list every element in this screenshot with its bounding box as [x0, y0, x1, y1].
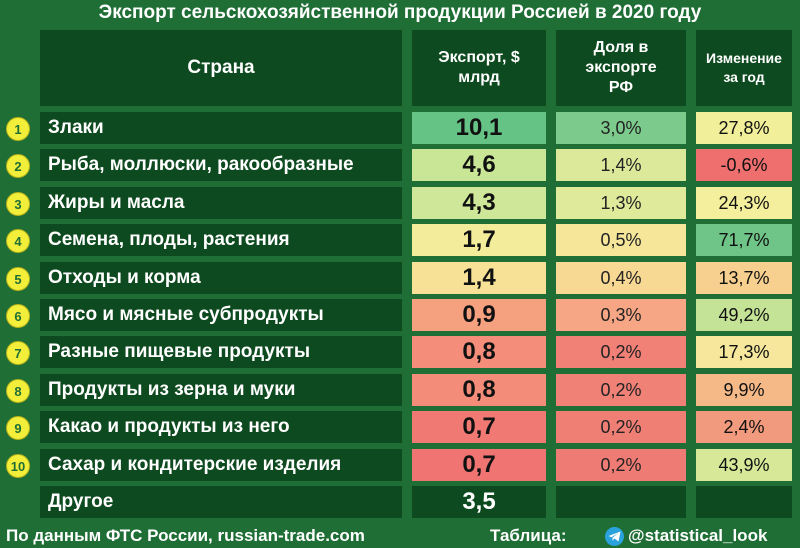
row-change-value: 49,2% — [696, 299, 792, 331]
row-change-value: 2,4% — [696, 411, 792, 443]
header-share: Доля в экспорте РФ — [556, 30, 686, 106]
other-row-share-empty — [556, 486, 686, 518]
page-title: Экспорт сельскохозяйственной продукции Р… — [98, 2, 702, 23]
row-share-value: 3,0% — [556, 112, 686, 144]
row-share-value: 0,5% — [556, 224, 686, 256]
row-change-value: 24,3% — [696, 187, 792, 219]
other-row-export: 3,5 — [412, 486, 546, 518]
header-export-line1: Экспорт, $ — [438, 49, 520, 66]
row-rank-badge: 2 — [6, 154, 30, 178]
footer-source: По данным ФТС России, russian-trade.com — [6, 526, 365, 545]
row-change-value: 13,7% — [696, 262, 792, 294]
header-export: Экспорт, $ млрд — [412, 30, 546, 106]
row-name: Продукты из зерна и муки — [40, 374, 402, 406]
row-export-value: 0,9 — [412, 299, 546, 331]
header-share-line3: РФ — [608, 79, 634, 96]
row-export-value: 0,7 — [412, 411, 546, 443]
row-export-value: 10,1 — [412, 112, 546, 144]
row-rank-badge: 10 — [6, 454, 30, 478]
header-country: Страна — [40, 30, 402, 106]
header-export-line2: млрд — [458, 69, 500, 86]
header-country-label: Страна — [187, 57, 255, 78]
row-export-value: 0,8 — [412, 336, 546, 368]
row-export-value: 1,4 — [412, 262, 546, 294]
footer-handle: @statistical_look — [628, 526, 768, 545]
row-rank-badge: 9 — [6, 416, 30, 440]
row-change-value: 27,8% — [696, 112, 792, 144]
row-change-value: 9,9% — [696, 374, 792, 406]
footer-table-label: Таблица: — [490, 526, 567, 545]
row-export-value: 0,7 — [412, 449, 546, 481]
header-change-line1: Изменение — [706, 50, 782, 66]
row-name: Злаки — [40, 112, 402, 144]
row-change-value: 71,7% — [696, 224, 792, 256]
row-name: Какао и продукты из него — [40, 411, 402, 443]
other-row-change-empty — [696, 486, 792, 518]
header-share-line1: Доля в — [593, 39, 649, 56]
row-share-value: 0,3% — [556, 299, 686, 331]
row-rank-badge: 5 — [6, 267, 30, 291]
row-change-value: 17,3% — [696, 336, 792, 368]
row-share-value: 1,3% — [556, 187, 686, 219]
row-share-value: 0,2% — [556, 336, 686, 368]
row-rank-badge: 1 — [6, 117, 30, 141]
row-export-value: 4,3 — [412, 187, 546, 219]
row-name: Семена, плоды, растения — [40, 224, 402, 256]
row-share-value: 0,2% — [556, 449, 686, 481]
row-share-value: 0,2% — [556, 374, 686, 406]
row-export-value: 1,7 — [412, 224, 546, 256]
row-name: Сахар и кондитерские изделия — [40, 449, 402, 481]
row-name: Жиры и масла — [40, 187, 402, 219]
row-share-value: 0,4% — [556, 262, 686, 294]
header-change-line2: за год — [723, 69, 765, 85]
row-share-value: 0,2% — [556, 411, 686, 443]
row-rank-badge: 7 — [6, 341, 30, 365]
other-row-name: Другое — [40, 486, 402, 518]
row-name: Отходы и корма — [40, 262, 402, 294]
row-share-value: 1,4% — [556, 149, 686, 181]
row-export-value: 4,6 — [412, 149, 546, 181]
header-change: Изменение за год — [696, 30, 792, 106]
row-rank-badge: 4 — [6, 229, 30, 253]
row-name: Рыба, моллюски, ракообразные — [40, 149, 402, 181]
telegram-icon — [605, 527, 624, 546]
row-change-value: 43,9% — [696, 449, 792, 481]
row-rank-badge: 3 — [6, 192, 30, 216]
row-rank-badge: 6 — [6, 304, 30, 328]
row-rank-badge: 8 — [6, 379, 30, 403]
row-export-value: 0,8 — [412, 374, 546, 406]
header-share-line2: экспорте — [585, 59, 657, 76]
row-change-value: -0,6% — [696, 149, 792, 181]
row-name: Разные пищевые продукты — [40, 336, 402, 368]
row-name: Мясо и мясные субпродукты — [40, 299, 402, 331]
